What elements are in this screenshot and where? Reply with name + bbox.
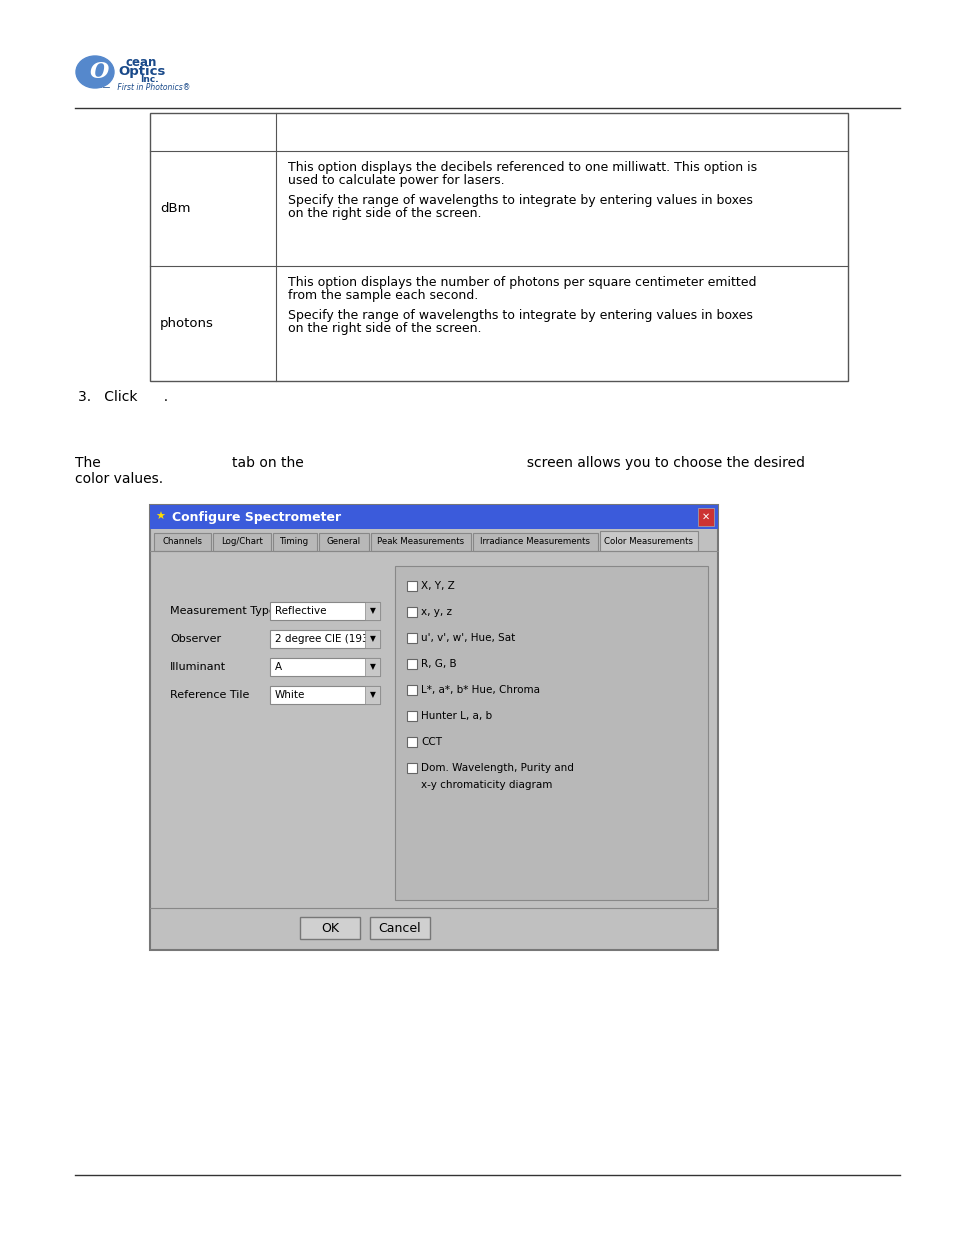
Text: ——   First in Photonics®: —— First in Photonics® xyxy=(95,84,191,93)
Text: Inc.: Inc. xyxy=(140,75,158,84)
Text: on the right side of the screen.: on the right side of the screen. xyxy=(288,207,481,220)
Text: 2 degree CIE (1931): 2 degree CIE (1931) xyxy=(274,634,379,643)
Bar xyxy=(371,534,471,551)
Text: ★: ★ xyxy=(154,513,165,522)
Text: Observer: Observer xyxy=(170,634,221,643)
Bar xyxy=(698,508,713,526)
Bar xyxy=(407,580,416,592)
Text: x, y, z: x, y, z xyxy=(420,606,452,618)
Bar xyxy=(153,534,211,551)
Bar xyxy=(270,658,379,676)
Bar xyxy=(150,505,718,529)
Bar xyxy=(395,566,707,900)
Text: Hunter L, a, b: Hunter L, a, b xyxy=(420,711,492,721)
Bar xyxy=(213,534,271,551)
Bar xyxy=(370,918,430,939)
Text: Configure Spectrometer: Configure Spectrometer xyxy=(172,510,341,524)
Text: Dom. Wavelength, Purity and: Dom. Wavelength, Purity and xyxy=(420,763,574,773)
Text: ▼: ▼ xyxy=(369,690,375,699)
Bar xyxy=(299,918,359,939)
Bar xyxy=(407,634,416,643)
Text: Irradiance Measurements: Irradiance Measurements xyxy=(480,537,590,547)
Bar xyxy=(407,763,416,773)
Text: dBm: dBm xyxy=(160,203,191,215)
Bar xyxy=(473,534,598,551)
Text: 3.   Click      .: 3. Click . xyxy=(78,390,168,404)
Bar xyxy=(270,685,379,704)
Bar xyxy=(407,659,416,669)
Text: x-y chromaticity diagram: x-y chromaticity diagram xyxy=(420,781,552,790)
Text: ▼: ▼ xyxy=(369,662,375,672)
Bar xyxy=(150,505,718,950)
Text: from the sample each second.: from the sample each second. xyxy=(288,289,477,303)
Text: Optics: Optics xyxy=(118,65,165,79)
Text: ▼: ▼ xyxy=(369,606,375,615)
Text: The                              tab on the                                     : The tab on the xyxy=(75,456,804,471)
Bar xyxy=(599,531,698,551)
Text: Illuminant: Illuminant xyxy=(170,662,226,672)
Text: Channels: Channels xyxy=(162,537,202,547)
Text: Color Measurements: Color Measurements xyxy=(604,536,693,546)
Bar xyxy=(270,630,379,648)
Text: Cancel: Cancel xyxy=(378,921,421,935)
Text: This option displays the number of photons per square centimeter emitted: This option displays the number of photo… xyxy=(288,275,756,289)
Text: CCT: CCT xyxy=(420,737,441,747)
Bar xyxy=(365,630,379,648)
Text: on the right side of the screen.: on the right side of the screen. xyxy=(288,322,481,335)
Text: ▼: ▼ xyxy=(369,635,375,643)
Text: Log/Chart: Log/Chart xyxy=(221,537,263,547)
Bar xyxy=(407,685,416,695)
Text: Peak Measurements: Peak Measurements xyxy=(377,537,464,547)
Text: Reference Tile: Reference Tile xyxy=(170,690,249,700)
Text: ✕: ✕ xyxy=(701,513,709,522)
Ellipse shape xyxy=(76,56,113,88)
Bar xyxy=(150,112,847,382)
Text: This option displays the decibels referenced to one milliwatt. This option is: This option displays the decibels refere… xyxy=(288,161,757,174)
Bar xyxy=(365,685,379,704)
Text: Timing: Timing xyxy=(280,537,309,547)
Text: R, G, B: R, G, B xyxy=(420,659,456,669)
Text: color values.: color values. xyxy=(75,472,163,487)
Text: Specify the range of wavelengths to integrate by entering values in boxes: Specify the range of wavelengths to inte… xyxy=(288,194,752,207)
Bar xyxy=(407,711,416,721)
Bar xyxy=(407,606,416,618)
Bar xyxy=(273,534,316,551)
Text: Measurement Type: Measurement Type xyxy=(170,606,275,616)
Bar xyxy=(365,658,379,676)
Text: X, Y, Z: X, Y, Z xyxy=(420,580,455,592)
Text: cean: cean xyxy=(126,56,157,68)
Text: used to calculate power for lasers.: used to calculate power for lasers. xyxy=(288,174,504,186)
Text: Reflective: Reflective xyxy=(274,606,326,616)
Text: O: O xyxy=(91,61,110,83)
Bar xyxy=(365,601,379,620)
Text: White: White xyxy=(274,690,305,700)
Text: Specify the range of wavelengths to integrate by entering values in boxes: Specify the range of wavelengths to inte… xyxy=(288,309,752,322)
Bar xyxy=(318,534,369,551)
Text: u', v', w', Hue, Sat: u', v', w', Hue, Sat xyxy=(420,634,515,643)
Text: A: A xyxy=(274,662,282,672)
Text: OK: OK xyxy=(320,921,338,935)
Text: General: General xyxy=(327,537,360,547)
Bar xyxy=(407,737,416,747)
Text: L*, a*, b* Hue, Chroma: L*, a*, b* Hue, Chroma xyxy=(420,685,539,695)
Bar xyxy=(270,601,379,620)
Text: photons: photons xyxy=(160,317,213,330)
